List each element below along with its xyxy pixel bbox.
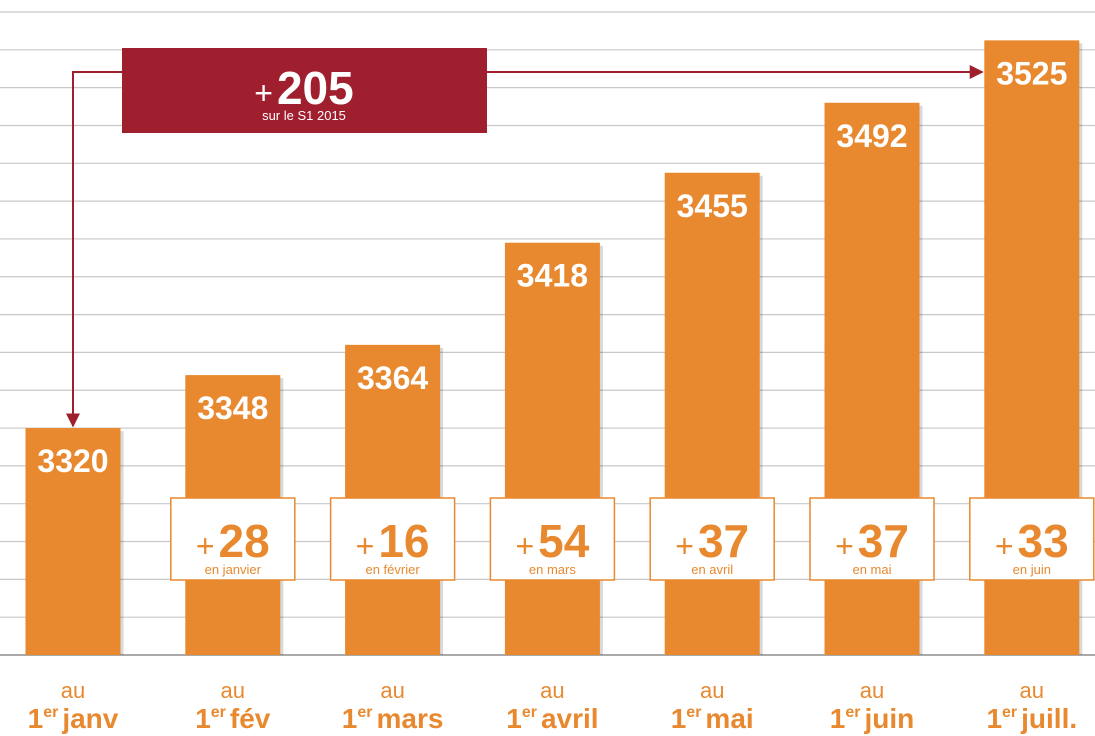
x-tick-sup: er [43,704,58,721]
x-tick-sup: er [686,704,701,721]
x-tick-sup: er [522,704,537,721]
change-value: 33 [1018,515,1069,567]
bar-value-label: 3525 [996,55,1067,91]
x-tick-day: 1 [28,703,44,734]
total-label: +205 [254,62,353,114]
x-tick-prefix: au [380,678,404,703]
change-value: 16 [378,515,429,567]
x-tick-month: juill. [1020,703,1077,734]
x-tick-prefix: au [221,678,245,703]
change-sign: + [995,528,1014,564]
x-tick-label: 1er fév [195,703,271,734]
bar-value-label: 3418 [517,258,588,294]
x-tick-prefix: au [61,678,85,703]
x-tick-sup: er [845,704,860,721]
bar-value-label: 3348 [197,390,268,426]
bar [504,242,600,656]
x-tick-label: 1er juin [830,703,914,734]
x-tick-prefix: au [700,678,724,703]
x-tick-month: avril [541,703,599,734]
change-sub-label: en mars [529,562,576,577]
x-tick-sup: er [1002,704,1017,721]
x-tick-month: mai [705,703,753,734]
change-label: +33 [995,515,1069,567]
x-tick-label: 1er mai [671,703,754,734]
x-tick-day: 1 [830,703,846,734]
x-tick-day: 1 [195,703,211,734]
change-box [329,497,456,581]
x-tick-month: janv [61,703,118,734]
change-sub-label: en février [365,562,420,577]
change-sign: + [356,528,375,564]
change-value: 28 [219,515,270,567]
x-tick-sup: er [357,704,372,721]
x-tick-month: fév [230,703,271,734]
change-sign: + [835,528,854,564]
bar [25,428,121,655]
x-tick-label: 1er avril [506,703,598,734]
x-tick-day: 1 [671,703,687,734]
bar-value-label: 3455 [677,188,748,224]
change-sub-label: en mai [852,562,891,577]
change-sign: + [196,528,215,564]
change-label: +37 [675,515,749,567]
change-box [170,497,296,581]
x-tick-day: 1 [986,703,1002,734]
total-value: 205 [277,62,354,114]
x-tick-day: 1 [506,703,522,734]
x-tick-month: mars [376,703,443,734]
x-tick-label: 1er janv [28,703,119,734]
total-box [122,48,487,133]
change-box [489,497,616,581]
total-sub-label: sur le S1 2015 [262,108,346,123]
x-tick-month: juin [863,703,914,734]
total-sign: + [254,75,273,111]
change-value: 54 [538,515,590,567]
change-value: 37 [858,515,909,567]
bar [664,172,760,655]
change-box [969,497,1095,581]
change-label: +16 [356,515,430,567]
arrow-line [66,71,122,428]
x-tick-sup: er [211,704,226,721]
change-value: 37 [698,515,749,567]
change-sub-label: en avril [691,562,733,577]
change-box [649,497,775,581]
change-sub-label: en juin [1013,562,1051,577]
change-sign: + [515,528,534,564]
bar-value-label: 3492 [836,118,907,154]
x-tick-day: 1 [342,703,358,734]
x-tick-prefix: au [860,678,884,703]
x-tick-label: 1er juill. [986,703,1077,734]
bar-value-label: 3364 [357,360,428,396]
bar-value-label: 3320 [37,443,108,479]
x-tick-label: 1er mars [342,703,444,734]
x-tick-prefix: au [1020,678,1044,703]
change-label: +28 [196,515,270,567]
change-sign: + [675,528,694,564]
change-label: +37 [835,515,909,567]
change-label: +54 [515,515,589,567]
x-tick-prefix: au [540,678,564,703]
change-sub-label: en janvier [205,562,262,577]
change-box [809,497,935,581]
